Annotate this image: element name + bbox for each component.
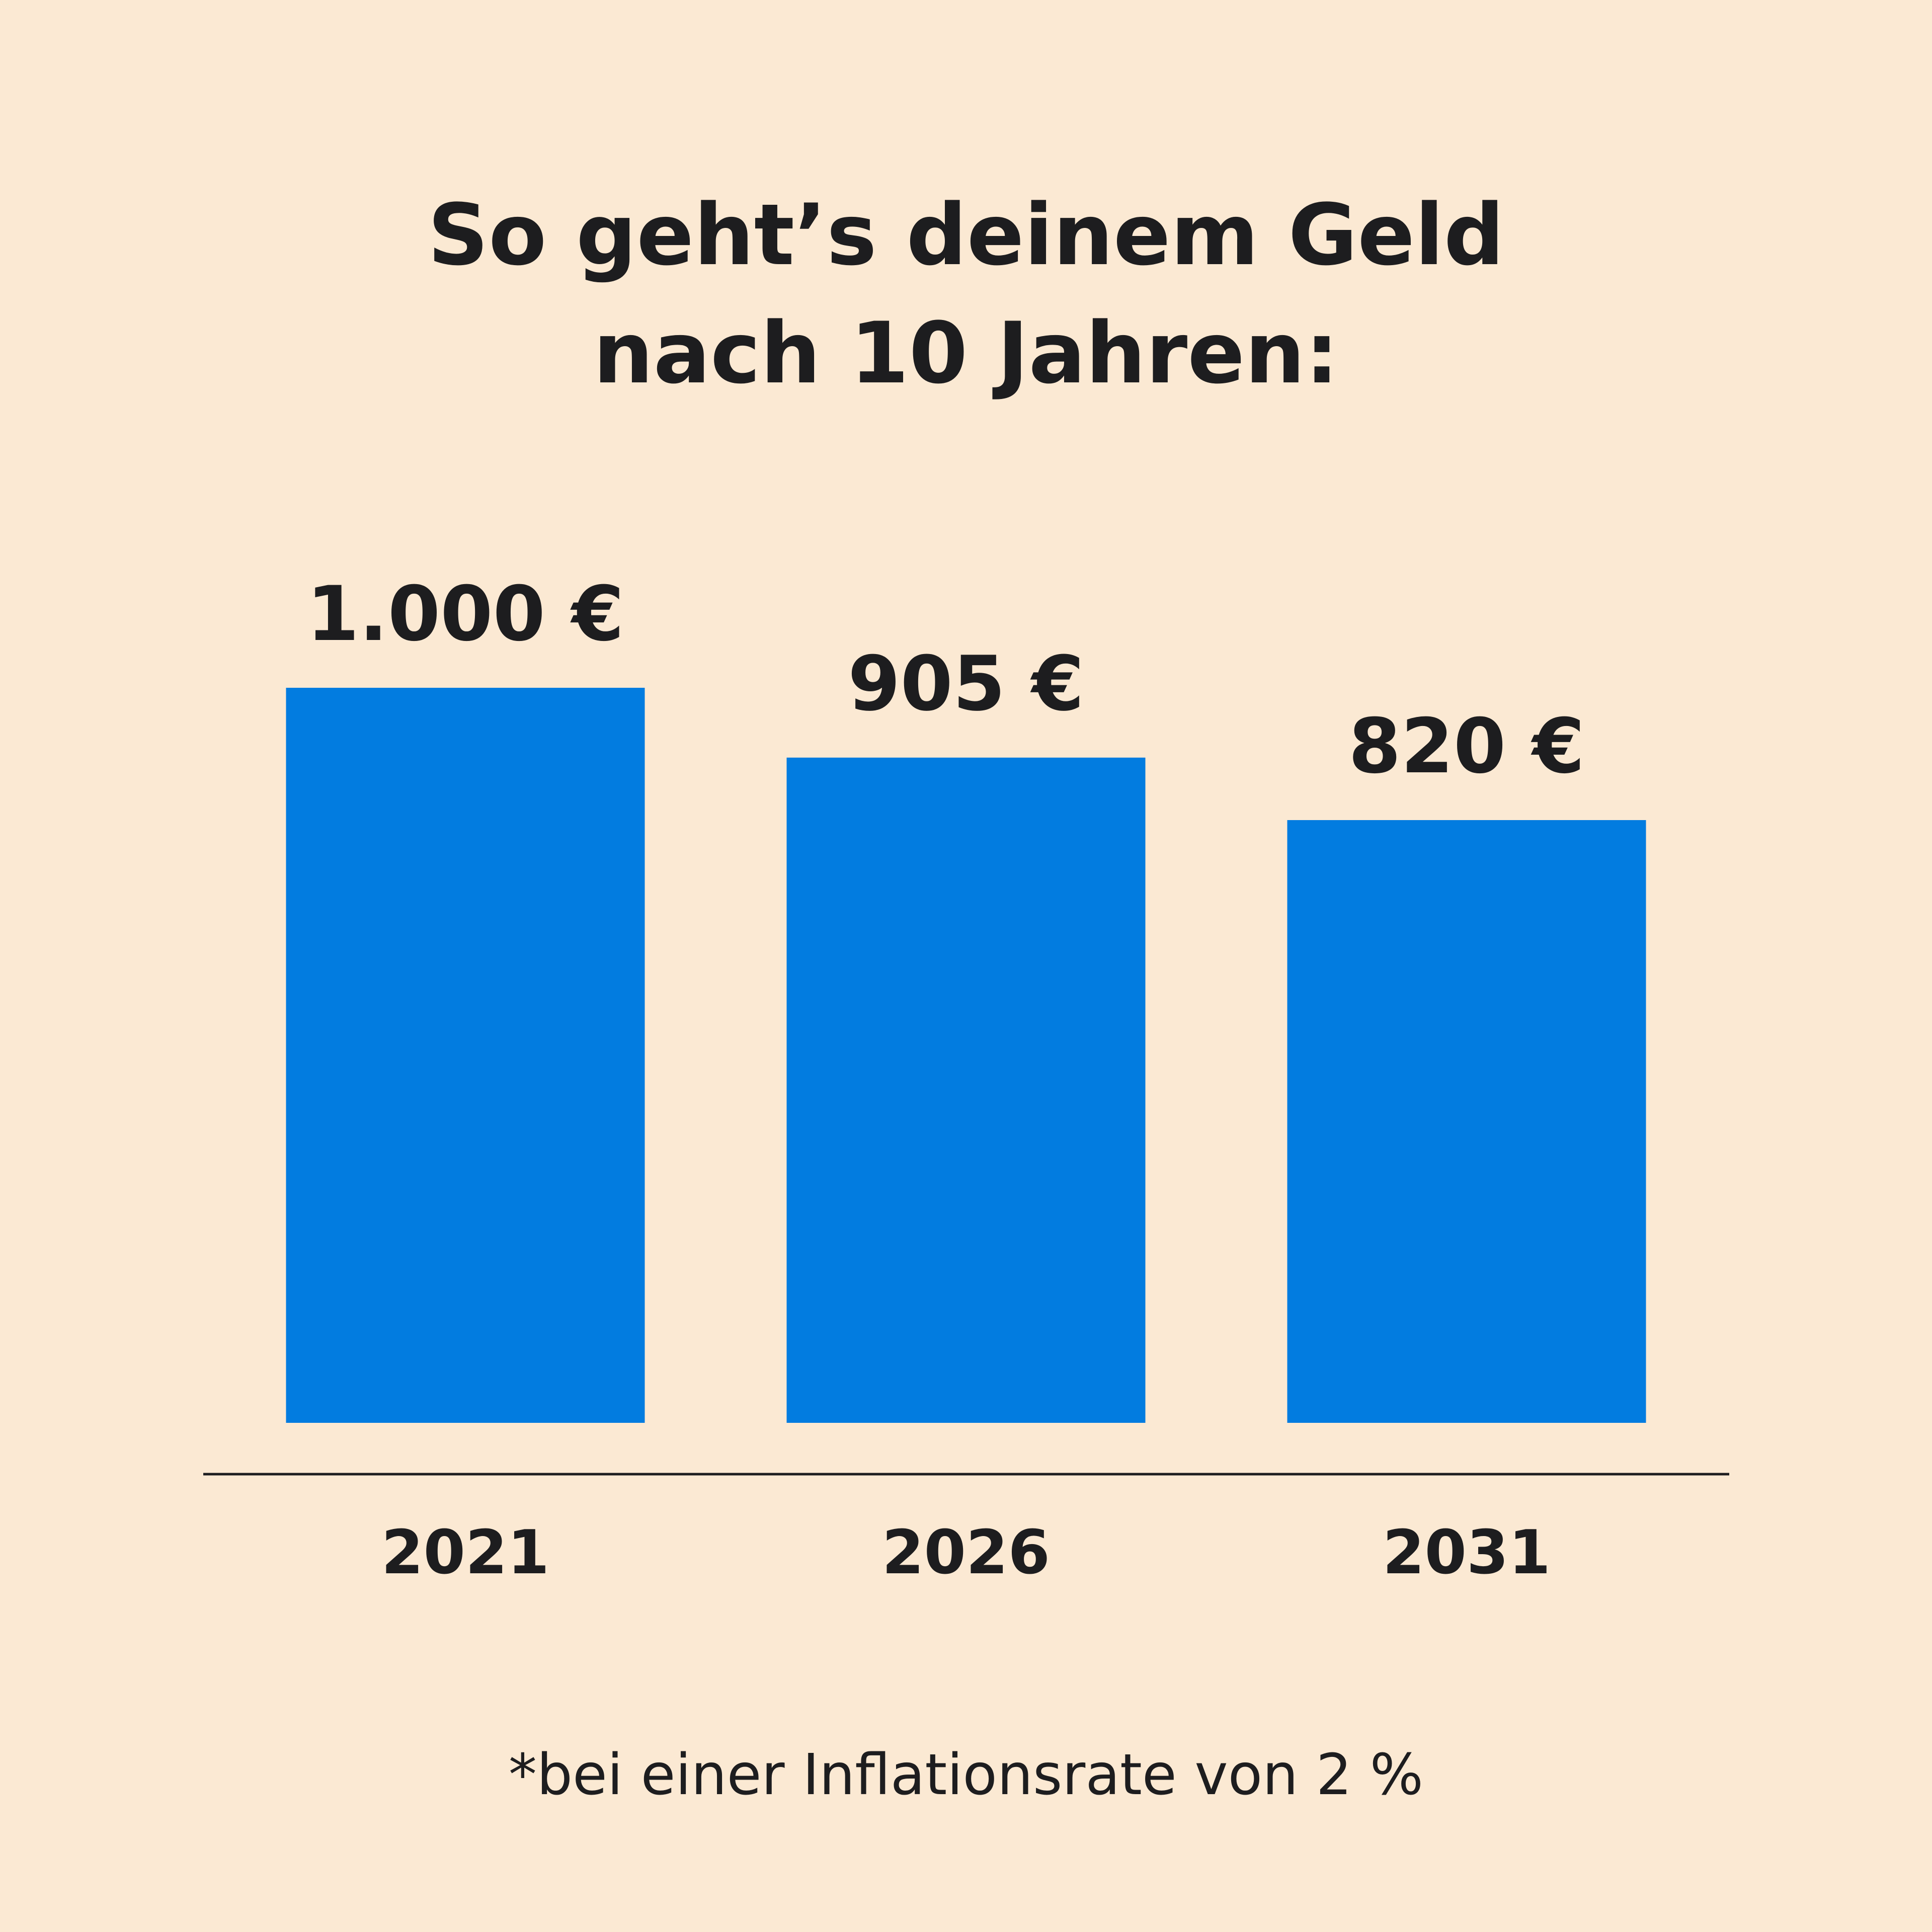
chart-title-line-1: So geht’s deinem Geld xyxy=(428,186,1504,284)
bar-2026 xyxy=(786,757,1146,1423)
bars-group xyxy=(286,688,1646,1423)
chart-footnote: *bei einer Inflationsrate von 2 % xyxy=(509,1742,1423,1808)
value-label-2031: 820 € xyxy=(1348,703,1585,790)
chart-title-line-2: nach 10 Jahren: xyxy=(593,304,1339,403)
value-label-2021: 1.000 € xyxy=(306,571,624,658)
x-tick-label-2021: 2021 xyxy=(381,1518,549,1588)
x-tick-labels-group: 2021 2026 2031 xyxy=(381,1518,1551,1588)
bar-2021 xyxy=(286,688,645,1423)
x-tick-label-2031: 2031 xyxy=(1383,1518,1551,1588)
value-label-2026: 905 € xyxy=(848,640,1084,728)
bar-2031 xyxy=(1287,820,1646,1423)
x-tick-label-2026: 2026 xyxy=(882,1518,1050,1588)
value-labels-group: 1.000 € 905 € 820 € xyxy=(306,571,1584,790)
